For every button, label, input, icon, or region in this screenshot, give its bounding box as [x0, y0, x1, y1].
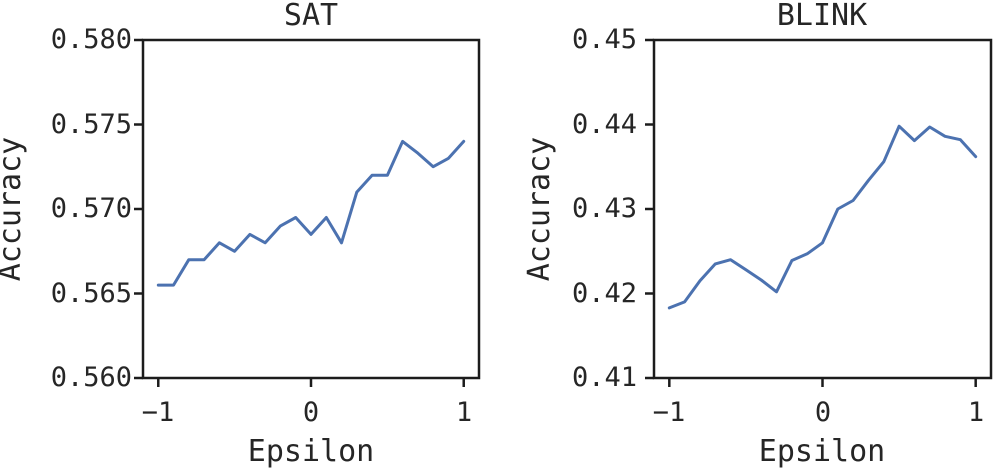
sat-title: SAT	[283, 0, 339, 33]
blink-ytick-label: 0.44	[571, 109, 637, 140]
blink-x-axis-label: Epsilon	[758, 434, 886, 469]
blink-ytick-label: 0.42	[571, 278, 637, 309]
blink-ytick-label: 0.45	[571, 24, 637, 55]
sat-ytick-label: 0.560	[50, 362, 132, 393]
sat-xtick-label: 1	[455, 397, 473, 428]
sat-xtick-label: −1	[141, 397, 175, 428]
blink-xtick-label: −1	[652, 397, 686, 428]
blink-line-plot	[645, 38, 993, 387]
accuracy-line	[156, 139, 466, 287]
sat-xtick-label: 0	[302, 397, 320, 428]
blink-ytick-label: 0.41	[571, 362, 637, 393]
sat-line-plot	[134, 38, 481, 387]
sat-ytick-label: 0.580	[50, 24, 132, 55]
sat-ytick-label: 0.570	[50, 193, 132, 224]
axes-spines	[652, 38, 993, 380]
blink-xtick-label: 0	[814, 397, 832, 428]
axes-spines	[141, 38, 481, 380]
sat-ytick-label: 0.565	[50, 278, 132, 309]
blink-ytick-label: 0.43	[571, 193, 637, 224]
sat-x-axis-label: Epsilon	[247, 434, 375, 469]
sat-ytick-label: 0.575	[50, 109, 132, 140]
blink-title: BLINK	[776, 0, 868, 33]
sat-y-axis-label: Accuracy	[0, 136, 28, 282]
blink-xtick-label: 1	[967, 397, 985, 428]
accuracy-line	[667, 124, 978, 310]
